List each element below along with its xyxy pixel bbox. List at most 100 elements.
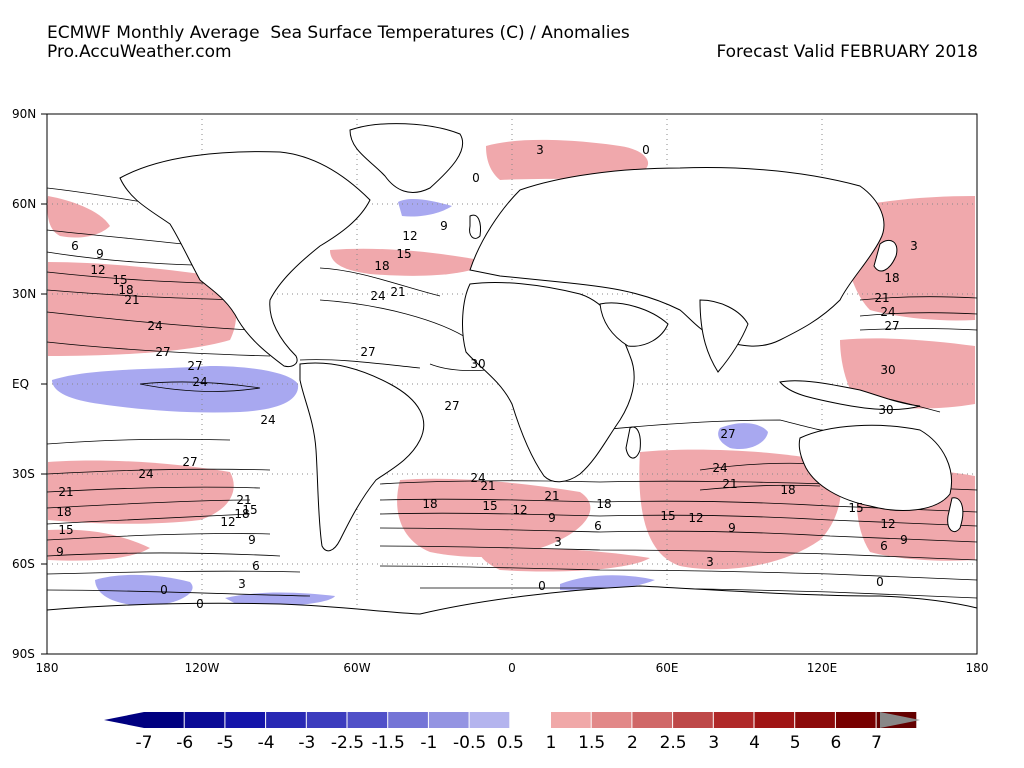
lon-label: 0	[508, 661, 516, 675]
contour-label: 0	[160, 583, 168, 597]
cool-anomaly-south-pacific	[95, 574, 193, 606]
contour-label: 0	[876, 575, 884, 589]
contour-label: 24	[470, 471, 485, 485]
warm-anomaly-n-pacific	[47, 196, 110, 238]
contour-label: 21	[236, 493, 251, 507]
lon-label: 120W	[185, 661, 220, 675]
cool-anomaly-indian	[718, 423, 768, 450]
lat-label: EQ	[12, 377, 29, 391]
contour-label: 24	[192, 375, 207, 389]
lat-label: 30S	[12, 467, 35, 481]
colorbar-swatch	[225, 712, 266, 728]
contour-label: 24	[712, 461, 727, 475]
contour-label: 27	[155, 345, 170, 359]
contour-label: 18	[780, 483, 795, 497]
antarctica	[46, 585, 978, 655]
contour-label: 27	[720, 427, 735, 441]
warm-anomaly-nordic	[486, 139, 649, 180]
contour-label: 3	[554, 535, 562, 549]
lon-label: 60E	[656, 661, 679, 675]
contour-label: 12	[402, 229, 417, 243]
contour-label: 15	[396, 247, 411, 261]
colorbar-label: 1.5	[578, 733, 605, 753]
contour-label: 9	[440, 219, 448, 233]
contour-label: 12	[688, 511, 703, 525]
contour-label: 27	[884, 319, 899, 333]
japan	[873, 240, 898, 272]
contour-label: 24	[147, 319, 162, 333]
continents	[46, 123, 978, 655]
colorbar-swatch	[144, 712, 184, 728]
source-site: Pro.AccuWeather.com	[47, 42, 232, 62]
colorbar-swatch	[266, 712, 306, 728]
colorbar-label: -6	[176, 733, 193, 753]
contour-label: 21	[390, 285, 405, 299]
contour-label: 21	[480, 479, 495, 493]
lat-ticks	[41, 113, 47, 655]
contour-label: 12	[880, 517, 895, 531]
forecast-valid-date: Forecast Valid FEBRUARY 2018	[716, 42, 978, 62]
colorbar-swatch	[632, 712, 673, 728]
eurasia	[469, 167, 885, 347]
contour-label: 18	[56, 505, 71, 519]
contour-label: 21	[722, 477, 737, 491]
colorbar-swatch	[673, 712, 713, 728]
contour-label: 21	[58, 485, 73, 499]
africa	[462, 281, 635, 483]
colorbar-label: 0.5	[497, 733, 524, 753]
colorbar-swatch	[835, 712, 876, 728]
contour-label: 9	[548, 511, 556, 525]
new-zealand	[947, 497, 964, 532]
contour-label: 0	[472, 171, 480, 185]
contour-label: 21	[874, 291, 889, 305]
contour-label: 3	[536, 143, 544, 157]
contour-label: 18	[884, 271, 899, 285]
lon-label: 60W	[343, 661, 370, 675]
contour-label: 3	[706, 555, 714, 569]
colorbar-label: 2.5	[660, 733, 687, 753]
map-title: ECMWF Monthly Average Sea Surface Temper…	[47, 23, 630, 43]
warm-anomaly-w-pacific	[840, 338, 975, 409]
colorbar: -7 -6 -5 -4 -3 -2.5 -1.5 -1 -0.5 0.5 1 1.5 2 2.5 3 4 5 6 7	[104, 712, 920, 753]
colorbar-label: -1	[420, 733, 437, 753]
warm-anomaly-s-indian	[639, 449, 841, 570]
colorbar-label: 2	[627, 733, 638, 753]
colorbar-arrow-low	[104, 712, 144, 728]
contour-label: 15	[58, 523, 73, 537]
colorbar-label: -0.5	[453, 733, 486, 753]
contour-label: 15	[482, 499, 497, 513]
contour-label: 12	[90, 263, 105, 277]
colorbar-swatch	[551, 712, 591, 728]
contour-label: 0	[538, 579, 546, 593]
india	[699, 299, 749, 373]
colorbar-swatch	[184, 712, 225, 728]
colorbar-arrow-high	[880, 712, 920, 728]
contour-label: 30	[470, 357, 485, 371]
lat-label: 60N	[12, 197, 36, 211]
lon-label: 180	[966, 661, 989, 675]
lon-label: 180	[36, 661, 59, 675]
colorbar-swatch	[388, 712, 428, 728]
contour-label: 15	[112, 273, 127, 287]
contour-label: 9	[56, 545, 64, 559]
contour-label: 12	[512, 503, 527, 517]
contour-label: 9	[96, 247, 104, 261]
contour-label: 21	[544, 489, 559, 503]
cool-anomaly-n-atlantic	[398, 199, 452, 217]
contour-label: 9	[900, 533, 908, 547]
south-america	[299, 362, 425, 552]
contour-label: 15	[848, 501, 863, 515]
colorbar-label: -1.5	[372, 733, 405, 753]
colorbar-label: -3	[298, 733, 315, 753]
colorbar-swatch	[347, 712, 388, 728]
contour-label: 18	[374, 259, 389, 273]
contour-label: 18	[234, 507, 249, 521]
lat-labels: 90N 60N 30N EQ 30S 60S 90S	[12, 107, 36, 661]
contour-label: 27	[444, 399, 459, 413]
warm-anomaly-n-pacific-mid	[48, 262, 237, 356]
cool-anomaly-atlantic-south	[560, 575, 655, 591]
australia	[798, 424, 952, 511]
contour-label: 9	[728, 521, 736, 535]
contour-label: 6	[252, 559, 260, 573]
